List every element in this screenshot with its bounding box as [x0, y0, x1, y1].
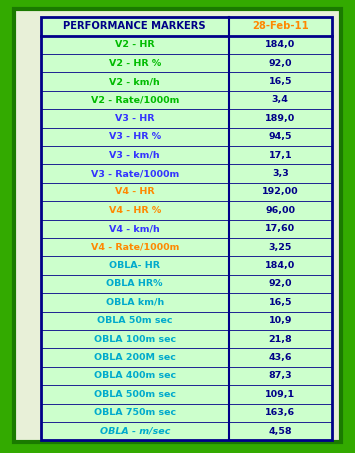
Text: V4 - Rate/1000m: V4 - Rate/1000m	[91, 243, 179, 252]
Text: V3 - HR: V3 - HR	[115, 114, 154, 123]
Text: 184,0: 184,0	[265, 40, 295, 49]
Text: V2 - Rate/1000m: V2 - Rate/1000m	[91, 96, 179, 105]
Text: 21,8: 21,8	[268, 335, 292, 344]
Text: OBLA 100m sec: OBLA 100m sec	[94, 335, 176, 344]
Text: 92,0: 92,0	[268, 280, 292, 289]
Text: V4 - km/h: V4 - km/h	[109, 224, 160, 233]
Text: OBLA HR%: OBLA HR%	[106, 280, 163, 289]
Text: 17,60: 17,60	[265, 224, 295, 233]
Text: 10,9: 10,9	[268, 316, 292, 325]
Text: 189,0: 189,0	[265, 114, 295, 123]
Text: 43,6: 43,6	[268, 353, 292, 362]
Text: 3,4: 3,4	[272, 96, 289, 105]
Text: V2 - HR %: V2 - HR %	[109, 59, 161, 67]
Text: V4 - HR %: V4 - HR %	[109, 206, 161, 215]
Text: 4,58: 4,58	[268, 427, 292, 436]
Text: V3 - Rate/1000m: V3 - Rate/1000m	[91, 169, 179, 178]
Text: 92,0: 92,0	[268, 59, 292, 67]
Text: OBLA 50m sec: OBLA 50m sec	[97, 316, 173, 325]
Text: 3,25: 3,25	[269, 243, 292, 252]
Text: 184,0: 184,0	[265, 261, 295, 270]
Text: 16,5: 16,5	[268, 298, 292, 307]
Text: V2 - km/h: V2 - km/h	[109, 77, 160, 86]
Text: OBLA- HR: OBLA- HR	[109, 261, 160, 270]
Text: 16,5: 16,5	[268, 77, 292, 86]
Text: PERFORMANCE MARKERS: PERFORMANCE MARKERS	[64, 21, 206, 31]
Text: V3 - HR %: V3 - HR %	[109, 132, 161, 141]
Text: OBLA 400m sec: OBLA 400m sec	[94, 371, 176, 381]
Text: 192,00: 192,00	[262, 188, 299, 197]
Text: 109,1: 109,1	[265, 390, 295, 399]
Text: OBLA 500m sec: OBLA 500m sec	[94, 390, 176, 399]
Text: OBLA - m/sec: OBLA - m/sec	[99, 427, 170, 436]
Text: V4 - HR: V4 - HR	[115, 188, 154, 197]
Text: OBLA 200M sec: OBLA 200M sec	[94, 353, 176, 362]
Text: 94,5: 94,5	[268, 132, 292, 141]
Bar	[41, 17, 332, 440]
Text: OBLA 750m sec: OBLA 750m sec	[94, 408, 176, 417]
Bar	[41, 17, 332, 440]
Text: 96,00: 96,00	[265, 206, 295, 215]
Text: 87,3: 87,3	[268, 371, 292, 381]
Text: 3,3: 3,3	[272, 169, 289, 178]
Text: V3 - km/h: V3 - km/h	[109, 151, 160, 159]
Text: 163,6: 163,6	[265, 408, 295, 417]
Text: 28-Feb-11: 28-Feb-11	[252, 21, 308, 31]
Text: V2 - HR: V2 - HR	[115, 40, 154, 49]
Text: OBLA km/h: OBLA km/h	[105, 298, 164, 307]
Text: 17,1: 17,1	[268, 151, 292, 159]
